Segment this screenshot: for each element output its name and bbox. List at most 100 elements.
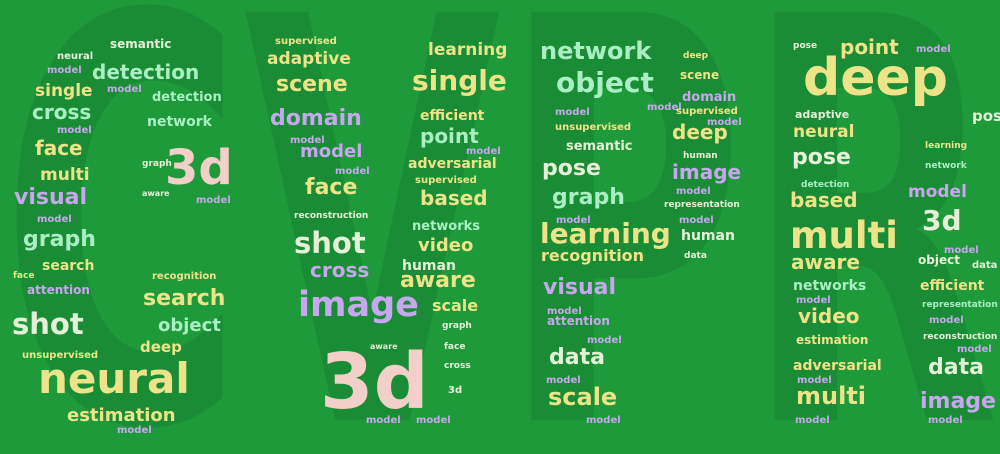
- word: model: [196, 195, 231, 206]
- word: supervised: [275, 36, 337, 47]
- word: video: [418, 235, 473, 256]
- word: face: [305, 175, 357, 200]
- word: model: [107, 84, 142, 95]
- word: representation: [922, 300, 998, 310]
- word: single: [35, 81, 93, 101]
- word: model: [647, 102, 682, 113]
- word: model: [916, 44, 951, 55]
- word: deep: [683, 51, 709, 61]
- word: scene: [276, 72, 348, 97]
- word: graph: [142, 159, 172, 169]
- word: data: [972, 260, 997, 271]
- word: supervised: [415, 175, 477, 186]
- word: learning: [925, 141, 967, 151]
- word: scale: [432, 296, 478, 315]
- word: human: [681, 228, 735, 244]
- word: efficient: [920, 278, 985, 294]
- word: pose: [972, 107, 1000, 125]
- word: multi: [40, 165, 90, 185]
- word: learning: [428, 40, 507, 60]
- word: cross: [32, 100, 91, 124]
- word: supervised: [676, 106, 738, 117]
- word: search: [143, 286, 225, 311]
- word: based: [420, 186, 488, 210]
- word: object: [556, 66, 654, 99]
- word: face: [13, 271, 34, 281]
- word: human: [683, 151, 718, 161]
- word: neural: [38, 354, 190, 403]
- word: image: [298, 285, 419, 325]
- word: image: [920, 389, 996, 414]
- word: neural: [57, 51, 93, 62]
- word: model: [290, 135, 325, 146]
- word: detection: [801, 180, 849, 190]
- word: graph: [442, 321, 472, 331]
- word: semantic: [566, 139, 633, 154]
- word: learning: [540, 217, 671, 250]
- word: graph: [23, 227, 96, 252]
- word: model: [676, 186, 711, 197]
- word: unsupervised: [555, 122, 631, 133]
- word: model: [929, 315, 964, 326]
- word: deep: [672, 120, 728, 144]
- word: data: [684, 251, 707, 261]
- word: model: [300, 141, 362, 162]
- word: multi: [796, 382, 866, 410]
- word: adaptive: [795, 108, 849, 121]
- word: aware: [142, 189, 170, 198]
- word: cross: [444, 361, 471, 371]
- word: model: [908, 182, 967, 202]
- word: adaptive: [267, 49, 351, 69]
- word: model: [466, 146, 501, 157]
- word: 3d: [448, 385, 462, 396]
- word: aware: [370, 342, 398, 351]
- word: network: [147, 114, 213, 130]
- word: recognition: [541, 246, 644, 265]
- word: domain: [682, 90, 736, 105]
- word: adversarial: [793, 358, 882, 374]
- word: point: [420, 124, 479, 148]
- word: face: [35, 136, 83, 160]
- word: detection: [92, 60, 199, 84]
- word: efficient: [420, 108, 485, 124]
- word: detection: [152, 90, 222, 105]
- word: model: [57, 125, 92, 136]
- word: video: [798, 304, 860, 328]
- word: point: [840, 35, 899, 59]
- word: graph: [552, 185, 625, 210]
- word: image: [672, 160, 741, 184]
- word: object: [918, 253, 960, 267]
- word: networks: [412, 219, 480, 234]
- word: networks: [793, 278, 866, 294]
- word: multi: [790, 214, 898, 257]
- word: network: [540, 37, 652, 65]
- word: model: [37, 214, 72, 225]
- word: cross: [310, 258, 369, 282]
- word: 3d: [165, 140, 233, 196]
- word: pose: [793, 41, 817, 51]
- word: aware: [400, 268, 476, 293]
- word: scale: [548, 383, 617, 411]
- word: reconstruction: [923, 332, 997, 342]
- word: shot: [294, 226, 366, 260]
- word: deep: [803, 48, 948, 108]
- word: model: [366, 415, 401, 426]
- word: network: [925, 161, 968, 171]
- word: visual: [14, 185, 87, 210]
- word: attention: [547, 314, 610, 328]
- word: unsupervised: [22, 350, 98, 361]
- word: model: [555, 107, 590, 118]
- word: face: [444, 342, 465, 352]
- word: based: [790, 188, 858, 212]
- word: shot: [12, 307, 84, 341]
- word: reconstruction: [294, 211, 368, 221]
- word: neural: [793, 122, 854, 142]
- word: deep: [140, 338, 182, 356]
- word: scene: [680, 68, 719, 82]
- word: model: [586, 415, 621, 426]
- word: model: [117, 425, 152, 436]
- word: object: [158, 315, 221, 336]
- word: pose: [792, 145, 851, 170]
